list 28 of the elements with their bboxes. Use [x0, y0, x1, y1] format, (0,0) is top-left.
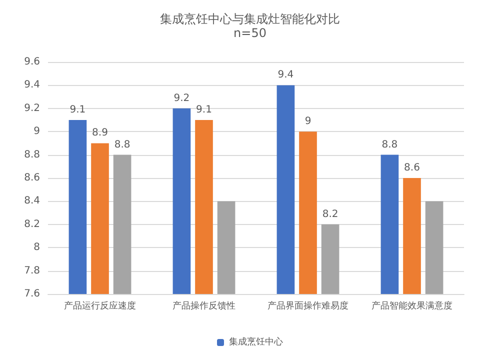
- x-tick-label: 产品运行反应速度: [64, 300, 136, 312]
- legend-label: 集成烹饪中心: [229, 336, 283, 348]
- y-tick-label: 8.4: [24, 196, 40, 207]
- data-label: 8.6: [404, 162, 420, 174]
- x-tick-label: 产品智能效果满意度: [372, 300, 452, 312]
- data-label: 9.2: [174, 92, 190, 104]
- y-tick-label: 9.4: [24, 80, 40, 91]
- chart-subtitle: n=50: [234, 26, 266, 40]
- y-tick-label: 8.6: [24, 172, 40, 184]
- data-label: 9.1: [196, 104, 212, 116]
- x-tick-label: 产品操作反馈性: [172, 300, 236, 312]
- y-tick-label: 9.6: [24, 56, 40, 68]
- y-tick-label: 9.2: [24, 102, 40, 114]
- y-tick-label: 7.6: [24, 288, 40, 300]
- y-tick-label: 8.8: [24, 149, 40, 160]
- x-tick-label: 产品界面操作难易度: [268, 300, 348, 312]
- data-label: 8.2: [322, 208, 338, 220]
- data-label: 9.1: [70, 104, 86, 116]
- data-label: 8.8: [382, 139, 398, 150]
- y-tick-label: 9: [34, 126, 40, 138]
- data-label: 9: [304, 116, 312, 128]
- y-tick-label: 8.2: [24, 218, 40, 230]
- chart-title: 集成烹饪中心与集成灶智能化对比: [160, 12, 340, 26]
- data-label: 8.8: [114, 139, 130, 150]
- data-label: 8.9: [92, 128, 108, 139]
- data-label: 9.4: [278, 70, 294, 81]
- y-tick-label: 7.8: [24, 265, 40, 276]
- y-tick-label: 8: [34, 242, 40, 254]
